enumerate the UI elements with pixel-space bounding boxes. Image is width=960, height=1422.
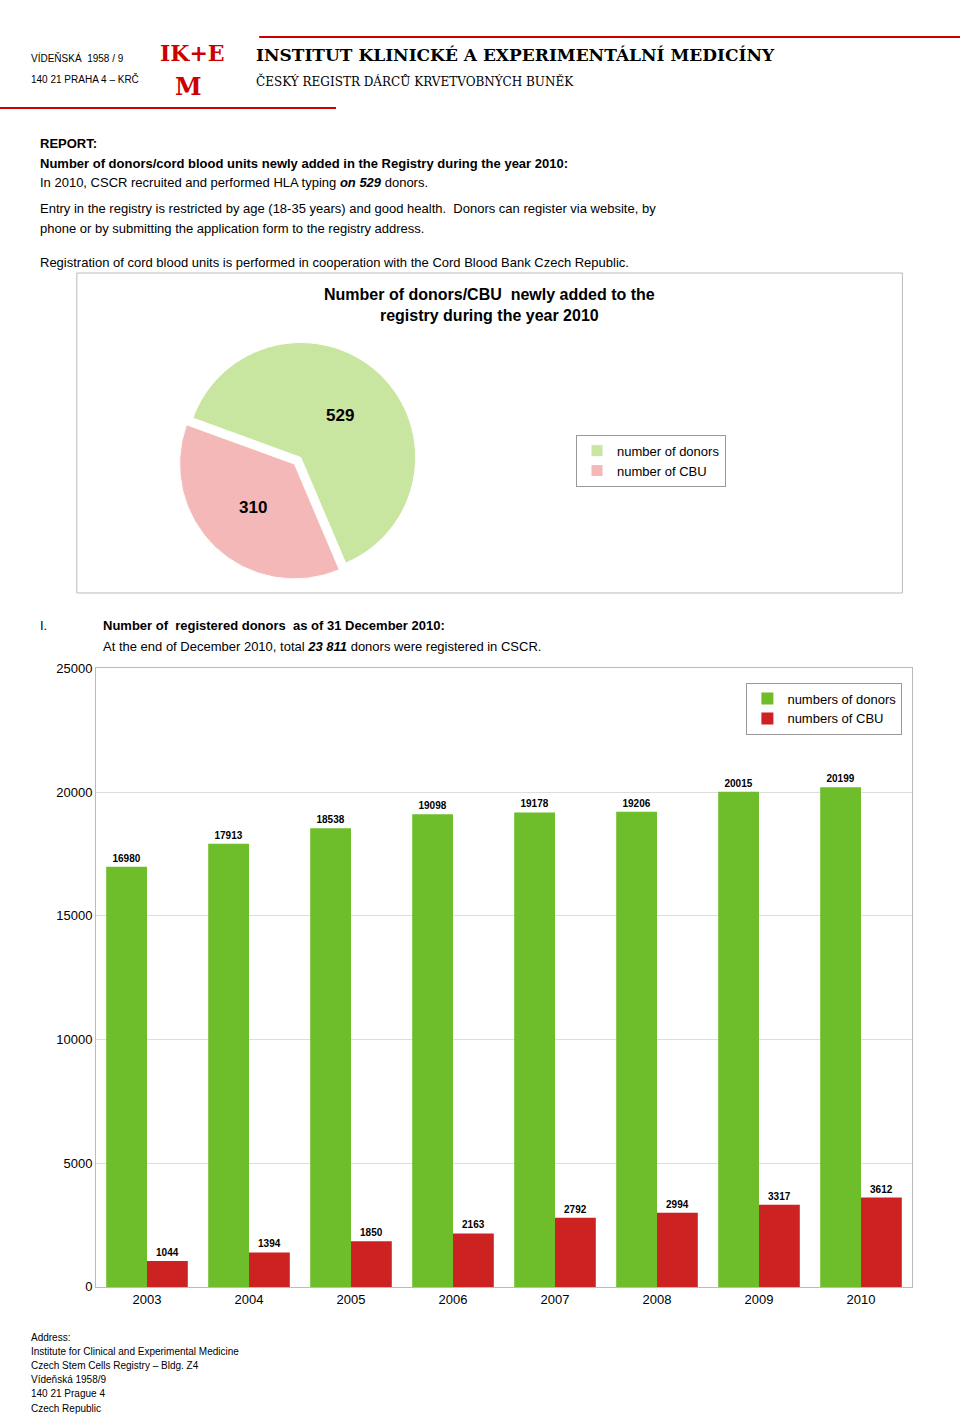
- svg-text:25000: 25000: [56, 661, 92, 676]
- svg-text:M: M: [175, 72, 202, 101]
- svg-text:19098: 19098: [418, 800, 446, 811]
- svg-text:15000: 15000: [56, 908, 92, 923]
- svg-text:phone or by submitting the app: phone or by submitting the application f…: [40, 221, 424, 236]
- svg-text:18538: 18538: [316, 814, 344, 825]
- svg-text:Address:: Address:: [31, 1332, 70, 1343]
- svg-text:Number of donors/CBU newly ad: Number of donors/CBU newly added to ther…: [324, 286, 655, 324]
- svg-text:2004: 2004: [235, 1292, 264, 1307]
- svg-text:10000: 10000: [56, 1032, 92, 1047]
- svg-text:16980: 16980: [112, 853, 140, 864]
- svg-text:20015: 20015: [724, 778, 752, 789]
- svg-text:Registration of cord blood uni: Registration of cord blood units is perf…: [40, 255, 629, 270]
- svg-text:Number of registered donors: Number of registered donors as of 31 Dec…: [103, 618, 445, 633]
- svg-text:VÍDEŇSKÁ 1958 / 9: VÍDEŇSKÁ 1958 / 9: [31, 52, 124, 64]
- svg-text:2005: 2005: [337, 1292, 366, 1307]
- svg-text:I.: I.: [40, 618, 47, 633]
- svg-text:ČESKÝ REGISTR DÁRCŮ KRVETVOBNÝ: ČESKÝ REGISTR DÁRCŮ KRVETVOBNÝCH BUNĚK: [256, 73, 574, 89]
- svg-text:2006: 2006: [439, 1292, 468, 1307]
- svg-text:2163: 2163: [462, 1219, 485, 1230]
- svg-text:5000: 5000: [63, 1156, 92, 1171]
- svg-text:Institute for Clinical and Exp: Institute for Clinical and Experimental …: [31, 1346, 239, 1357]
- svg-text:Czech Stem Cells Registry – Bl: Czech Stem Cells Registry – Bldg. Z4: [31, 1360, 199, 1371]
- svg-text:17913: 17913: [214, 830, 242, 841]
- svg-text:310: 310: [239, 498, 267, 517]
- svg-text:19178: 19178: [520, 798, 548, 809]
- svg-text:140 21 PRAHA 4 – KRČ: 140 21 PRAHA 4 – KRČ: [31, 73, 139, 85]
- svg-text:In 2010, CSCR recruited and pe: In 2010, CSCR recruited and performed HL…: [40, 175, 428, 190]
- svg-text:1850: 1850: [360, 1227, 383, 1238]
- svg-text:1044: 1044: [156, 1247, 179, 1258]
- svg-text:numbers of CBU: numbers of CBU: [787, 711, 883, 726]
- svg-text:2009: 2009: [745, 1292, 774, 1307]
- svg-text:3612: 3612: [870, 1184, 893, 1195]
- svg-text:2994: 2994: [666, 1199, 689, 1210]
- svg-text:2003: 2003: [133, 1292, 162, 1307]
- svg-text:Number of donors/cord blood un: Number of donors/cord blood units newly …: [40, 156, 568, 171]
- svg-text:Vídeňská 1958/9: Vídeňská 1958/9: [31, 1374, 106, 1385]
- svg-text:19206: 19206: [622, 798, 650, 809]
- svg-text:20199: 20199: [826, 773, 854, 784]
- svg-text:Entry in the registry is restr: Entry in the registry is restricted by a…: [40, 201, 656, 216]
- svg-text:2008: 2008: [643, 1292, 672, 1307]
- svg-text:20000: 20000: [56, 785, 92, 800]
- svg-text:3317: 3317: [768, 1191, 791, 1202]
- svg-text:529: 529: [326, 406, 354, 425]
- svg-text:Czech Republic: Czech Republic: [31, 1403, 101, 1414]
- svg-text:IK+E: IK+E: [160, 40, 225, 66]
- svg-text:numbers of donors: numbers of donors: [787, 692, 896, 707]
- svg-text:0: 0: [85, 1279, 92, 1294]
- svg-text:140 21 Prague 4: 140 21 Prague 4: [31, 1388, 105, 1399]
- svg-text:At the end of December 2010, t: At the end of December 2010, total 23 81…: [103, 639, 541, 654]
- svg-text:INSTITUT KLINICKÉ A EXPERIMENT: INSTITUT KLINICKÉ A EXPERIMENTÁLNÍ MEDIC…: [256, 45, 775, 65]
- svg-text:2010: 2010: [847, 1292, 876, 1307]
- svg-text:2007: 2007: [541, 1292, 570, 1307]
- svg-text:2792: 2792: [564, 1204, 587, 1215]
- svg-text:number of donors: number of donors: [617, 444, 719, 459]
- svg-text:1394: 1394: [258, 1238, 281, 1249]
- svg-text:REPORT:: REPORT:: [40, 136, 97, 151]
- svg-text:number of CBU: number of CBU: [617, 464, 707, 479]
